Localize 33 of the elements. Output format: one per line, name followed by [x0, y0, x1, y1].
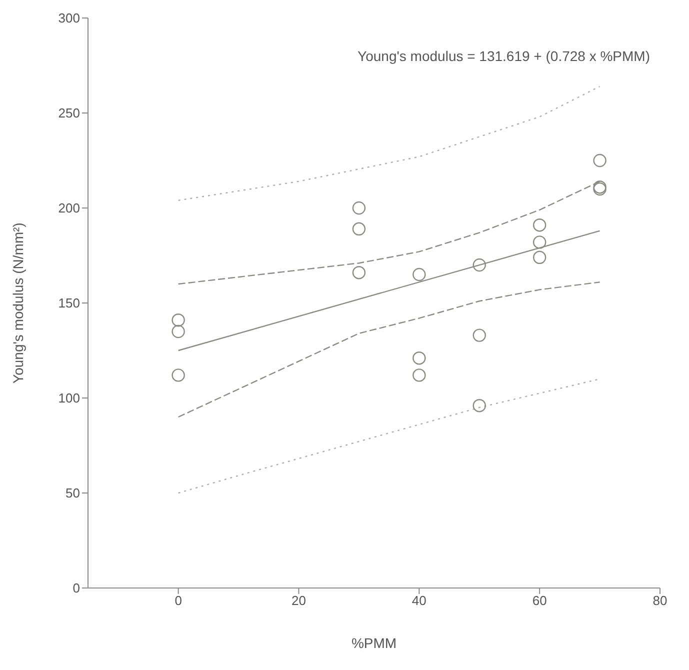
y-tick-label: 300: [58, 10, 80, 26]
x-tick-label: 0: [174, 593, 182, 608]
point: [412, 352, 426, 365]
x-tick-label: 60: [532, 593, 547, 608]
point: [532, 218, 546, 232]
x-axis-title: %PMM: [351, 635, 397, 651]
x-tick-label: 40: [412, 593, 426, 608]
point: [532, 236, 546, 249]
y-tick-label: 100: [58, 390, 80, 406]
point: [412, 268, 426, 282]
y-tick-label: 50: [66, 486, 80, 501]
point: [172, 368, 185, 382]
annotation: Young's modulus = 131.619 + (0.728 x %PMM): [358, 48, 650, 64]
point: [472, 258, 486, 272]
point: [352, 266, 366, 280]
point: [352, 201, 366, 215]
point: [352, 222, 366, 236]
line-series: [178, 86, 600, 201]
point: [172, 324, 185, 338]
point: [532, 250, 546, 264]
point: [593, 154, 606, 168]
y-tick-label: 150: [58, 296, 80, 311]
y-tick-label: 250: [58, 106, 80, 121]
x-tick-label: 20: [292, 593, 306, 608]
point: [172, 314, 185, 327]
y-tick-label: 0: [72, 580, 80, 596]
point: [472, 399, 486, 412]
point: [472, 328, 486, 342]
x-tick-label: 80: [652, 593, 668, 608]
y-tick-label: 200: [58, 200, 80, 216]
y-axis-title: Young's modulus (N/mm²): [10, 222, 26, 384]
point: [412, 368, 426, 382]
line-series: [178, 282, 600, 418]
